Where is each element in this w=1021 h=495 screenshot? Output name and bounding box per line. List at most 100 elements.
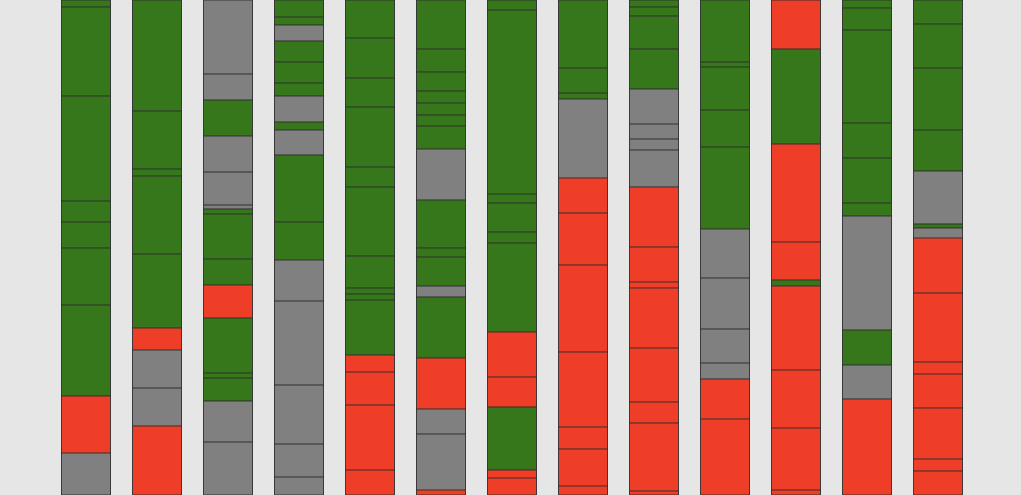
column-3-segment-1 bbox=[203, 0, 253, 75]
column-5-segment-3 bbox=[345, 77, 395, 108]
column-3-segment-12 bbox=[203, 372, 253, 379]
column-12-segment-9 bbox=[842, 364, 892, 400]
column-12-segment-6 bbox=[842, 202, 892, 217]
column-10-segment-6 bbox=[700, 228, 750, 279]
column-7 bbox=[487, 0, 537, 495]
column-4-segment-11 bbox=[274, 221, 324, 261]
column-2-segment-5 bbox=[132, 253, 182, 329]
column-2-segment-6 bbox=[132, 327, 182, 351]
column-6-segment-6 bbox=[416, 114, 466, 127]
column-2-segment-3 bbox=[132, 168, 182, 177]
column-8-segment-4 bbox=[558, 98, 608, 179]
column-6-segment-7 bbox=[416, 125, 466, 150]
column-3-segment-9 bbox=[203, 258, 253, 286]
column-3-segment-3 bbox=[203, 99, 253, 137]
column-10-segment-4 bbox=[700, 109, 750, 148]
column-2-segment-4 bbox=[132, 175, 182, 255]
column-11-segment-6 bbox=[771, 285, 821, 371]
column-10-segment-2 bbox=[700, 61, 750, 68]
column-9-segment-9 bbox=[629, 186, 679, 248]
column-13-segment-8 bbox=[913, 237, 963, 294]
column-8-segment-11 bbox=[558, 485, 608, 495]
column-8-segment-9 bbox=[558, 426, 608, 450]
column-8 bbox=[558, 0, 608, 495]
column-3-segment-14 bbox=[203, 400, 253, 443]
column-2-segment-9 bbox=[132, 425, 182, 495]
column-7-segment-2 bbox=[487, 9, 537, 195]
column-5-segment-13 bbox=[345, 404, 395, 471]
column-13-segment-12 bbox=[913, 407, 963, 460]
column-6-segment-9 bbox=[416, 199, 466, 249]
column-1-segment-6 bbox=[61, 247, 111, 306]
column-4-segment-16 bbox=[274, 476, 324, 495]
column-1-segment-9 bbox=[61, 452, 111, 495]
column-5-segment-5 bbox=[345, 166, 395, 188]
column-6-segment-12 bbox=[416, 285, 466, 298]
column-5-segment-2 bbox=[345, 37, 395, 79]
column-1-segment-8 bbox=[61, 395, 111, 454]
column-10-segment-3 bbox=[700, 66, 750, 111]
column-4-segment-7 bbox=[274, 95, 324, 123]
column-4-segment-6 bbox=[274, 82, 324, 97]
column-7-segment-5 bbox=[487, 231, 537, 244]
column-9-segment-11 bbox=[629, 281, 679, 289]
column-5-segment-7 bbox=[345, 255, 395, 289]
column-5-segment-12 bbox=[345, 371, 395, 406]
column-7-segment-4 bbox=[487, 202, 537, 233]
column-4-segment-3 bbox=[274, 24, 324, 42]
column-9-segment-12 bbox=[629, 287, 679, 349]
column-10 bbox=[700, 0, 750, 495]
column-1 bbox=[61, 0, 111, 495]
column-9-segment-1 bbox=[629, 0, 679, 8]
column-13-segment-11 bbox=[913, 373, 963, 409]
column-7-segment-8 bbox=[487, 376, 537, 408]
column-4-segment-2 bbox=[274, 16, 324, 26]
column-8-segment-1 bbox=[558, 0, 608, 69]
column-13-segment-3 bbox=[913, 67, 963, 131]
column-6-segment-3 bbox=[416, 71, 466, 92]
column-9-segment-13 bbox=[629, 347, 679, 403]
column-12 bbox=[842, 0, 892, 495]
column-2-segment-7 bbox=[132, 349, 182, 389]
column-6-segment-16 bbox=[416, 433, 466, 491]
column-8-segment-5 bbox=[558, 177, 608, 214]
column-9-segment-16 bbox=[629, 490, 679, 495]
column-6-segment-5 bbox=[416, 102, 466, 116]
column-10-segment-5 bbox=[700, 146, 750, 230]
column-6-segment-8 bbox=[416, 148, 466, 201]
column-6-segment-10 bbox=[416, 247, 466, 258]
column-6 bbox=[416, 0, 466, 495]
column-13-segment-2 bbox=[913, 23, 963, 69]
column-5-segment-10 bbox=[345, 299, 395, 356]
column-6-segment-1 bbox=[416, 0, 466, 50]
column-6-segment-2 bbox=[416, 48, 466, 73]
column-6-segment-17 bbox=[416, 489, 466, 495]
column-10-segment-11 bbox=[700, 418, 750, 495]
column-13-segment-5 bbox=[913, 170, 963, 225]
column-9-segment-7 bbox=[629, 138, 679, 151]
column-9-segment-8 bbox=[629, 149, 679, 188]
column-10-segment-8 bbox=[700, 328, 750, 364]
column-11-segment-9 bbox=[771, 489, 821, 495]
column-8-segment-8 bbox=[558, 351, 608, 428]
column-8-segment-3 bbox=[558, 92, 608, 100]
column-1-segment-7 bbox=[61, 304, 111, 397]
column-4-segment-12 bbox=[274, 259, 324, 302]
column-13-segment-9 bbox=[913, 292, 963, 363]
column-6-segment-13 bbox=[416, 296, 466, 359]
column-4-segment-5 bbox=[274, 61, 324, 84]
column-12-segment-4 bbox=[842, 122, 892, 159]
column-8-segment-7 bbox=[558, 264, 608, 353]
column-13 bbox=[913, 0, 963, 495]
column-7-segment-7 bbox=[487, 331, 537, 378]
column-3-segment-2 bbox=[203, 73, 253, 101]
column-5-segment-6 bbox=[345, 186, 395, 257]
column-12-segment-3 bbox=[842, 29, 892, 124]
column-3-segment-15 bbox=[203, 441, 253, 495]
column-5-segment-1 bbox=[345, 0, 395, 39]
column-4-segment-8 bbox=[274, 121, 324, 131]
column-10-segment-7 bbox=[700, 277, 750, 330]
column-13-segment-10 bbox=[913, 361, 963, 375]
column-3-segment-4 bbox=[203, 135, 253, 173]
column-5-segment-9 bbox=[345, 293, 395, 301]
